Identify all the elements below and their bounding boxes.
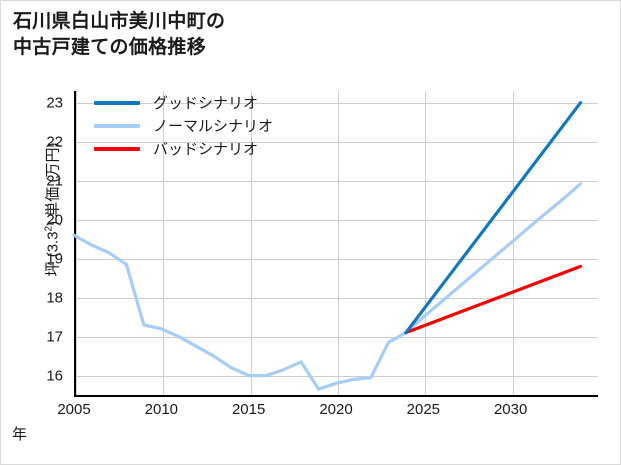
legend-item-good[interactable]: グッドシナリオ (94, 91, 324, 114)
y-tick-label: 18 (46, 289, 63, 307)
legend-label-normal: ノーマルシナリオ (153, 118, 274, 135)
y-tick-label: 21 (46, 172, 63, 190)
x-tick-label: 2020 (319, 401, 353, 418)
x-axis-ticks: 2005 2010 2015 2020 2025 2030 (1, 401, 620, 423)
y-tick-label: 20 (46, 211, 63, 229)
gridline-horizontal (76, 219, 598, 221)
x-tick-label: 2025 (406, 401, 441, 418)
y-tick-label: 22 (46, 133, 63, 151)
x-tick-label: 2005 (57, 401, 91, 418)
x-tick-label: 2010 (144, 401, 179, 418)
legend-swatch-normal (94, 123, 140, 128)
legend-item-bad[interactable]: バッドシナリオ (94, 137, 324, 160)
legend-item-normal[interactable]: ノーマルシナリオ (94, 114, 324, 137)
y-axis-label: 坪 (3.32) 単価 (万円) (42, 60, 63, 360)
x-tick-label: 2030 (493, 401, 528, 418)
gridline-vertical (338, 91, 339, 395)
x-tick-label: 2015 (231, 401, 266, 418)
gridline-horizontal (76, 180, 598, 182)
gridline-horizontal (76, 141, 598, 143)
y-tick-label: 17 (46, 328, 63, 346)
gridline-horizontal (76, 336, 598, 338)
gridline-horizontal (76, 102, 598, 104)
legend-swatch-bad (94, 146, 140, 151)
x-axis-label: 年 (1, 423, 620, 444)
y-axis-label-main: 坪 (3.3 (44, 231, 62, 277)
y-tick-label: 16 (46, 367, 63, 385)
chart-legend: グッドシナリオ ノーマルシナリオ バッドシナリオ (94, 91, 324, 160)
legend-label-bad: バッドシナリオ (153, 141, 259, 158)
y-axis-label-tail: ) 単価 (万円) (44, 142, 62, 226)
gridline-horizontal (76, 375, 598, 377)
legend-label-good: グッドシナリオ (153, 95, 259, 112)
gridline-vertical (425, 91, 427, 395)
page-title: 石川県白山市美川中町の 中古戸建ての価格推移 (13, 11, 226, 59)
gridline-vertical (512, 91, 514, 395)
gridline-vertical (76, 91, 77, 395)
y-axis-label-superscript: 2 (43, 225, 55, 232)
gridline-horizontal (76, 297, 598, 299)
legend-swatch-good (94, 100, 140, 105)
y-tick-label: 23 (46, 94, 63, 112)
gridline-horizontal (76, 258, 598, 260)
y-axis-ticks: 16 17 18 19 20 21 22 23 (1, 91, 69, 397)
y-tick-label: 19 (46, 250, 63, 268)
x-axis-label-text: 年 (11, 426, 27, 443)
